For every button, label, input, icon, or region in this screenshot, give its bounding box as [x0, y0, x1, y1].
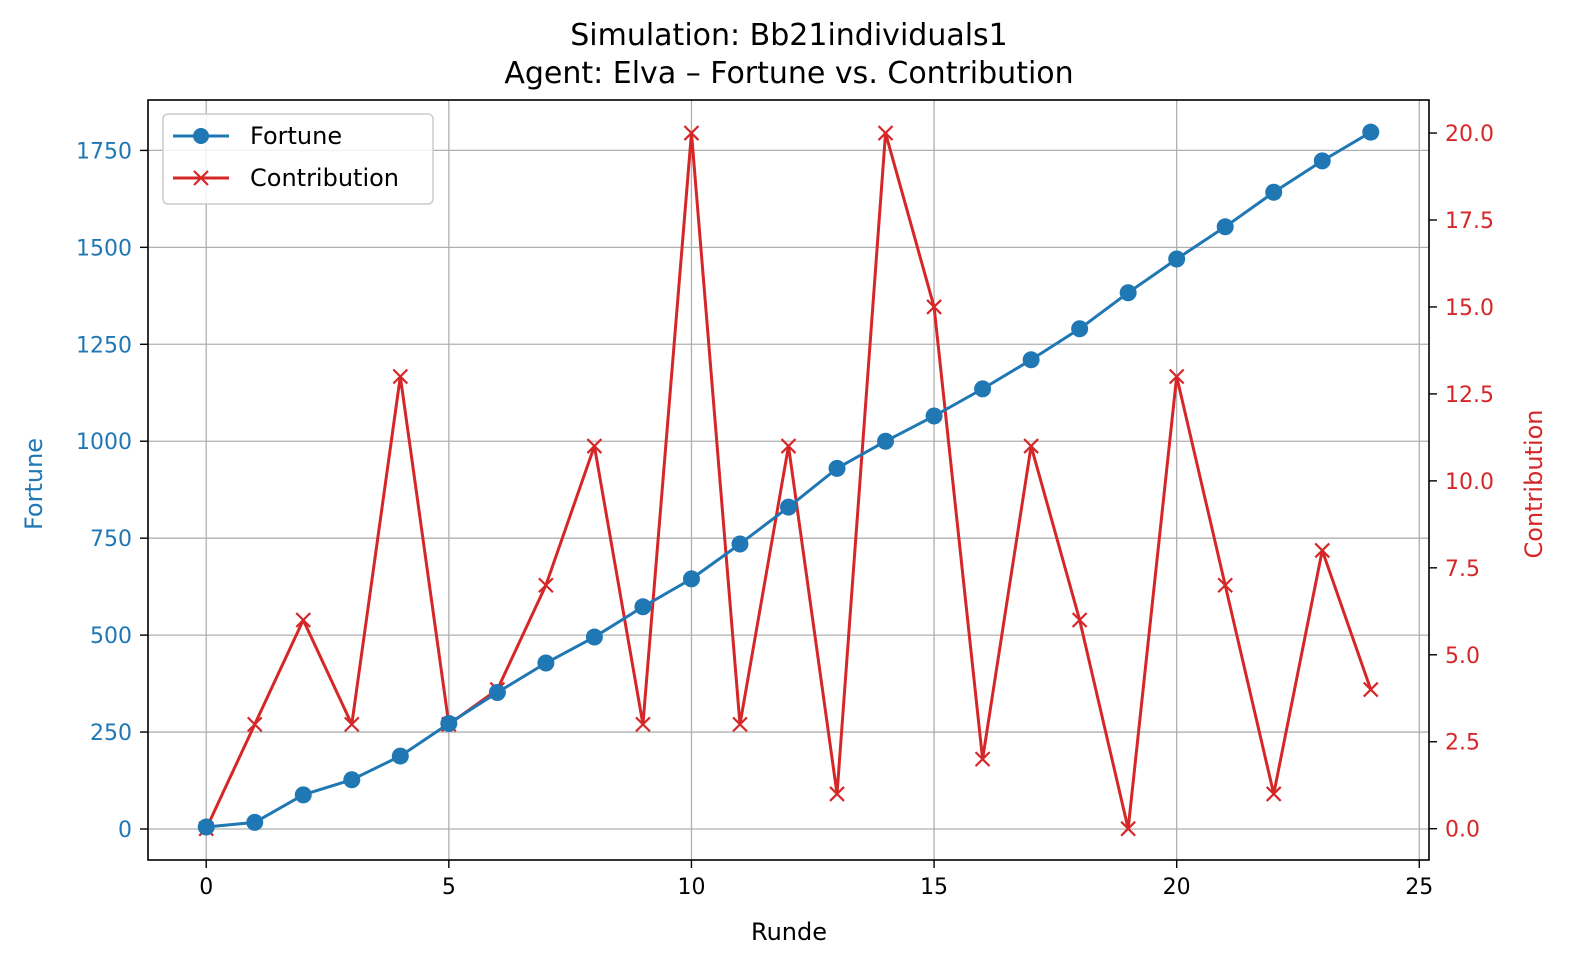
x-tick-label: 0 — [199, 875, 213, 900]
fortune-point — [391, 747, 409, 765]
contribution-point — [586, 438, 603, 454]
contribution-point — [974, 751, 991, 767]
contribution-point — [1217, 577, 1233, 593]
fortune-point — [828, 459, 846, 477]
fortune-point — [1265, 183, 1283, 201]
y-left-tick-label: 250 — [90, 721, 132, 746]
x-axis-ticks: 0 5 10 15 20 25 — [199, 860, 1433, 900]
y-left-tick-label: 1750 — [76, 139, 132, 164]
fortune-point — [877, 432, 895, 450]
contribution-point — [295, 612, 312, 628]
y-right-tick-label: 17.5 — [1445, 209, 1494, 234]
y-right-axis-ticks: 0.0 2.5 5.0 7.5 10.0 12.5 15.0 17.5 20.0 — [1429, 122, 1494, 843]
x-tick-label: 20 — [1163, 875, 1191, 900]
legend-fortune-marker — [193, 128, 209, 144]
x-axis-label: Runde — [751, 918, 827, 946]
y-left-axis-label: Fortune — [20, 438, 48, 530]
x-tick-label: 5 — [442, 875, 456, 900]
fortune-point — [780, 498, 797, 516]
fortune-point — [488, 683, 506, 701]
contribution-point — [829, 786, 845, 802]
contribution-point — [538, 577, 554, 593]
contribution-point — [877, 125, 894, 141]
y-right-tick-label: 15.0 — [1445, 296, 1494, 321]
y-right-axis-label: Contribution — [1520, 409, 1548, 558]
contribution-point — [635, 716, 651, 733]
contribution-point — [683, 125, 700, 141]
fortune-point — [246, 813, 264, 831]
fortune-point — [1362, 123, 1380, 141]
series-contribution — [198, 125, 1379, 837]
contribution-point — [246, 716, 263, 733]
fortune-line — [206, 130, 1372, 829]
fortune-point — [440, 715, 458, 733]
y-right-tick-label: 0.0 — [1445, 818, 1480, 843]
y-right-tick-label: 2.5 — [1445, 731, 1480, 756]
contribution-point — [1362, 681, 1379, 698]
contribution-point — [732, 716, 748, 733]
fortune-point — [1216, 218, 1234, 236]
y-right-tick-label: 20.0 — [1445, 122, 1494, 147]
fortune-point — [585, 628, 603, 646]
contribution-point — [344, 716, 360, 733]
fortune-point — [974, 380, 992, 398]
legend-box — [162, 113, 434, 205]
chart-subtitle: Agent: Elva – Fortune vs. Contribution — [504, 56, 1073, 91]
plot-frame — [147, 99, 1430, 861]
x-tick-label: 10 — [677, 875, 705, 900]
y-left-tick-label: 1000 — [76, 430, 132, 455]
fortune-point — [1071, 320, 1089, 338]
fortune-point — [731, 535, 749, 553]
x-tick-label: 15 — [920, 875, 948, 900]
contribution-point — [1314, 542, 1331, 559]
y-right-tick-label: 10.0 — [1445, 470, 1494, 495]
y-left-axis-ticks: 0 250 500 750 1000 1250 1500 1750 — [76, 139, 148, 843]
y-left-tick-label: 500 — [90, 624, 132, 649]
series-fortune — [197, 123, 1380, 836]
fortune-point — [343, 771, 361, 789]
legend-contribution-label: Contribution — [250, 164, 399, 192]
grid-lines — [148, 100, 1429, 860]
contribution-point — [1168, 368, 1185, 385]
chart-title: Simulation: Bb21individuals1 — [570, 18, 1008, 53]
y-right-tick-label: 5.0 — [1445, 644, 1480, 669]
legend-contribution-marker — [193, 170, 209, 186]
contribution-point — [1120, 820, 1136, 837]
contribution-point — [926, 299, 942, 315]
contribution-point — [1071, 612, 1088, 628]
fortune-point — [1313, 152, 1331, 170]
fortune-point — [197, 818, 215, 836]
fortune-point — [634, 598, 652, 616]
fortune-point — [925, 407, 943, 425]
contribution-line — [204, 131, 1373, 831]
x-tick-label: 25 — [1405, 875, 1433, 900]
y-right-tick-label: 12.5 — [1445, 383, 1494, 408]
y-left-tick-label: 1500 — [76, 236, 132, 261]
y-left-tick-label: 750 — [90, 527, 132, 552]
y-left-tick-label: 0 — [118, 818, 132, 843]
legend: Fortune Contribution — [162, 113, 434, 205]
fortune-point — [682, 570, 700, 588]
fortune-point — [537, 654, 555, 672]
y-right-tick-label: 7.5 — [1445, 557, 1480, 582]
contribution-point — [1023, 438, 1039, 454]
fortune-point — [294, 786, 312, 804]
y-left-tick-label: 1250 — [76, 333, 132, 358]
fortune-point — [1022, 351, 1040, 369]
contribution-point — [780, 438, 797, 454]
fortune-point — [1168, 250, 1186, 268]
legend-fortune-label: Fortune — [250, 122, 342, 150]
contribution-point — [1265, 786, 1282, 802]
fortune-point — [1119, 284, 1137, 302]
contribution-point — [392, 368, 409, 385]
